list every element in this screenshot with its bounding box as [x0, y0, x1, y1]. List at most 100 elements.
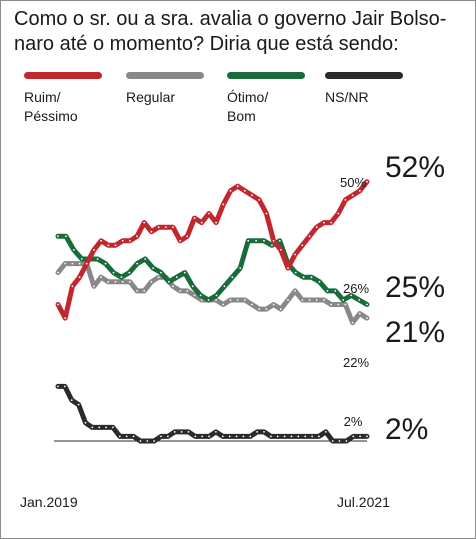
data-point-regular-5: [93, 285, 95, 288]
data-point-otimo-bom-17: [191, 285, 194, 288]
data-point-regular-20: [200, 299, 203, 301]
data-point-nsnr-4: [84, 421, 87, 424]
data-point-otimo-bom-14: [168, 280, 170, 283]
legend-label-nsnr: NS/NR: [325, 89, 369, 105]
series-line-ruim-pessimo: [55, 179, 370, 321]
data-point-regular-40: [344, 303, 347, 306]
data-point-nsnr-32: [276, 435, 279, 438]
data-point-otimo-bom-24: [247, 239, 250, 242]
data-point-regular-2: [71, 262, 74, 265]
data-point-otimo-bom-32: [310, 276, 313, 279]
data-point-nsnr-26: [235, 435, 238, 438]
title-line-1: Como o sr. ou a sra. avalia o governo Ja…: [14, 8, 447, 30]
data-point-ruim-pessimo-18: [186, 235, 189, 238]
data-point-regular-32: [287, 299, 289, 301]
data-point-nsnr-27: [242, 435, 245, 438]
data-point-ruim-pessimo-2: [71, 285, 74, 288]
data-point-nsnr-16: [167, 435, 169, 438]
data-point-nsnr-5: [91, 426, 94, 429]
data-point-regular-38: [330, 303, 332, 306]
data-point-otimo-bom-27: [271, 244, 273, 247]
data-point-ruim-pessimo-43: [366, 180, 368, 183]
data-point-regular-23: [222, 303, 225, 306]
data-point-regular-12: [143, 290, 146, 292]
end-label-otimo-bom: 26%: [343, 281, 369, 296]
data-point-regular-19: [193, 294, 196, 297]
data-point-nsnr-7: [105, 426, 107, 429]
legend-label-regular: Regular: [126, 89, 176, 105]
data-point-otimo-bom-36: [342, 299, 345, 301]
data-point-otimo-bom-10: [136, 262, 139, 265]
data-point-otimo-bom-18: [199, 294, 202, 297]
data-point-otimo-bom-13: [160, 271, 162, 274]
data-point-ruim-pessimo-36: [315, 226, 318, 229]
data-point-ruim-pessimo-8: [114, 244, 117, 247]
data-point-ruim-pessimo-41: [351, 194, 354, 197]
data-point-otimo-bom-34: [326, 290, 329, 292]
data-point-otimo-bom-19: [207, 299, 210, 301]
data-point-nsnr-11: [132, 435, 135, 438]
data-point-otimo-bom-23: [239, 267, 242, 269]
data-point-nsnr-6: [98, 426, 101, 429]
chart-title: Como o sr. ou a sra. avalia o governo Ja…: [14, 7, 464, 57]
data-point-ruim-pessimo-24: [229, 189, 232, 192]
data-point-ruim-pessimo-22: [215, 221, 218, 224]
data-point-ruim-pessimo-21: [208, 212, 210, 215]
data-point-otimo-bom-1: [65, 235, 67, 238]
data-point-otimo-bom-15: [175, 276, 178, 279]
data-point-nsnr-0: [57, 385, 59, 388]
data-point-regular-14: [157, 276, 160, 279]
data-point-otimo-bom-22: [231, 276, 234, 279]
data-point-nsnr-42: [345, 440, 348, 442]
data-point-nsnr-31: [270, 435, 272, 438]
data-point-otimo-bom-38: [358, 299, 360, 301]
data-point-ruim-pessimo-3: [78, 276, 81, 279]
data-point-ruim-pessimo-9: [121, 239, 124, 242]
data-point-otimo-bom-37: [350, 294, 353, 297]
data-point-regular-29: [265, 308, 268, 310]
data-point-otimo-bom-33: [318, 280, 321, 283]
data-point-ruim-pessimo-26: [243, 189, 246, 192]
data-point-nsnr-13: [146, 440, 149, 442]
data-point-ruim-pessimo-7: [107, 244, 110, 247]
data-point-otimo-bom-20: [215, 294, 218, 297]
data-point-ruim-pessimo-37: [323, 221, 325, 224]
big-label-ruim-pessimo: 52%: [385, 151, 445, 184]
data-point-ruim-pessimo-27: [251, 194, 253, 197]
data-point-regular-9: [121, 280, 124, 283]
x-start-label: Jan.2019: [20, 494, 78, 510]
data-point-nsnr-20: [194, 435, 197, 438]
data-point-regular-10: [129, 280, 131, 283]
data-point-ruim-pessimo-39: [337, 212, 340, 215]
data-point-nsnr-40: [331, 440, 334, 442]
data-point-otimo-bom-31: [302, 276, 305, 279]
end-label-nsnr: 2%: [344, 414, 363, 429]
data-point-regular-8: [114, 280, 117, 283]
data-point-nsnr-1: [64, 385, 66, 388]
data-point-ruim-pessimo-16: [172, 226, 174, 229]
data-point-ruim-pessimo-13: [150, 230, 153, 233]
data-point-nsnr-44: [359, 435, 361, 438]
data-point-ruim-pessimo-10: [129, 239, 131, 242]
data-point-ruim-pessimo-40: [344, 199, 347, 201]
data-point-ruim-pessimo-23: [222, 203, 225, 206]
data-point-ruim-pessimo-11: [136, 235, 138, 238]
data-point-regular-27: [251, 303, 253, 306]
data-point-regular-24: [229, 299, 232, 301]
data-point-otimo-bom-2: [72, 249, 75, 251]
data-point-ruim-pessimo-4: [85, 262, 88, 265]
data-point-regular-39: [337, 303, 340, 306]
data-point-nsnr-25: [228, 435, 231, 438]
x-end-label: Jul.2021: [337, 494, 390, 510]
data-point-regular-18: [186, 290, 189, 292]
data-point-nsnr-45: [366, 435, 368, 438]
data-point-nsnr-22: [208, 435, 211, 438]
data-point-otimo-bom-6: [104, 262, 107, 265]
data-point-regular-42: [358, 312, 361, 315]
data-point-ruim-pessimo-1: [64, 317, 67, 319]
data-point-regular-25: [236, 299, 239, 301]
series-layer: [55, 179, 370, 444]
data-point-nsnr-15: [160, 435, 162, 438]
data-point-ruim-pessimo-30: [272, 239, 275, 242]
